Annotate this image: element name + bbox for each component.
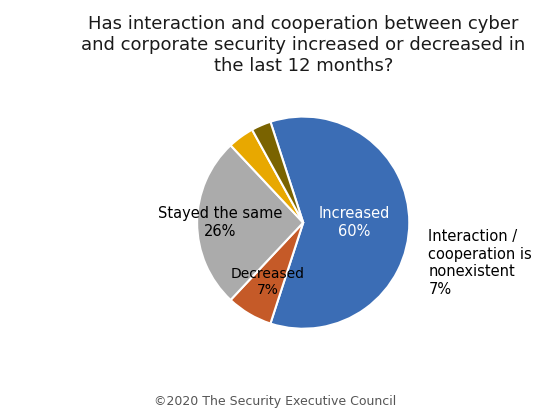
Wedge shape xyxy=(230,130,303,223)
Wedge shape xyxy=(252,122,303,223)
Text: ©2020 The Security Executive Council: ©2020 The Security Executive Council xyxy=(154,395,396,408)
Text: Increased
60%: Increased 60% xyxy=(318,206,390,239)
Text: Interaction /
cooperation is
nonexistent
7%: Interaction / cooperation is nonexistent… xyxy=(428,229,532,297)
Title: Has interaction and cooperation between cyber
and corporate security increased o: Has interaction and cooperation between … xyxy=(81,15,525,74)
Wedge shape xyxy=(271,116,409,329)
Wedge shape xyxy=(230,223,303,324)
Text: Decreased
7%: Decreased 7% xyxy=(231,267,305,297)
Text: Stayed the same
26%: Stayed the same 26% xyxy=(158,206,283,239)
Wedge shape xyxy=(197,145,303,300)
